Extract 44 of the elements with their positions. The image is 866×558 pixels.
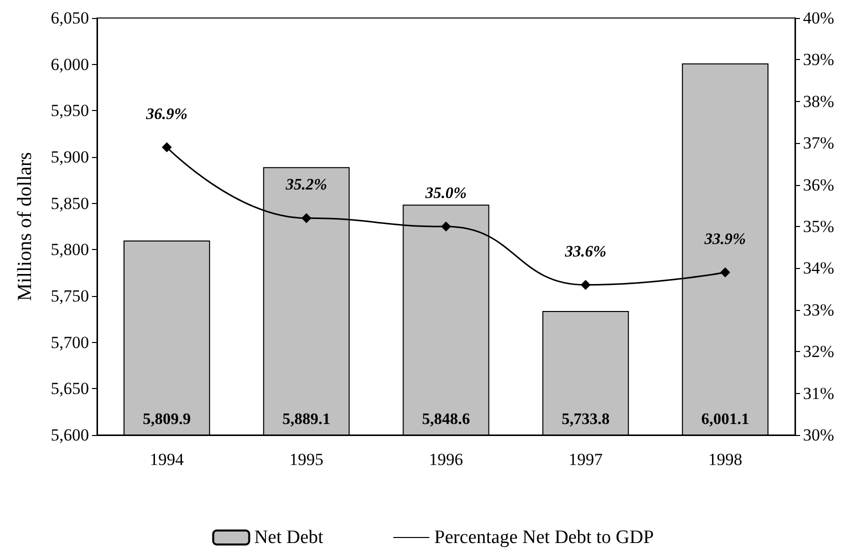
legend-label: Percentage Net Debt to GDP — [434, 527, 654, 548]
y2-tick-label: 36% — [803, 175, 834, 194]
x-tick-label: 1997 — [568, 450, 604, 469]
y-tick-label: 5,950 — [50, 101, 89, 120]
y-axis-title: Millions of dollars — [14, 152, 36, 301]
data-label: 36.9% — [145, 106, 188, 123]
data-label: 33.6% — [564, 243, 606, 260]
y-tick-label: 5,650 — [50, 379, 89, 398]
x-tick-label: 1995 — [289, 450, 324, 469]
legend-label: Net Debt — [254, 527, 324, 548]
y-tick-label: 5,850 — [50, 194, 89, 213]
y2-tick-label: 32% — [803, 342, 834, 362]
y-tick-label: 6,000 — [50, 54, 89, 74]
point — [580, 280, 591, 290]
x-tick-label: 1994 — [150, 450, 184, 469]
data-label: 5,733.8 — [562, 411, 610, 428]
y-tick-label: 5,900 — [50, 148, 89, 166]
y-tick-label: 5,700 — [50, 332, 89, 352]
y2-tick-label: 30% — [803, 426, 834, 444]
x-tick-label: 1998 — [708, 450, 742, 469]
point — [301, 213, 312, 224]
y-tick-label: 5,750 — [50, 286, 89, 306]
y2-tick-label: 40% — [803, 8, 834, 28]
data-label: 5,889.1 — [282, 411, 330, 428]
x-tick-label: 1996 — [429, 450, 463, 469]
y-tick-label: 5,600 — [50, 426, 89, 444]
y2-tick-label: 34% — [803, 258, 834, 278]
point — [720, 267, 730, 278]
y2-tick-label: 33% — [803, 300, 834, 320]
data-label: 35.0% — [424, 185, 467, 202]
point — [441, 222, 451, 232]
data-label: 33.9% — [704, 230, 746, 248]
data-label: 6,001.1 — [701, 411, 750, 428]
y-tick-label: 6,050 — [50, 8, 89, 28]
point — [162, 142, 172, 152]
data-label: 5,848.6 — [422, 411, 470, 428]
y2-tick-label: 39% — [803, 50, 834, 70]
data-label: 5,809.9 — [142, 411, 191, 428]
y2-tick-label: 31% — [803, 384, 834, 403]
y2-tick-label: 37% — [803, 134, 834, 153]
data-label: 35.2% — [284, 176, 328, 194]
y2-tick-label: 38% — [803, 92, 834, 111]
y-tick-label: 5,800 — [50, 240, 89, 260]
y2-tick-label: 35% — [803, 217, 834, 236]
